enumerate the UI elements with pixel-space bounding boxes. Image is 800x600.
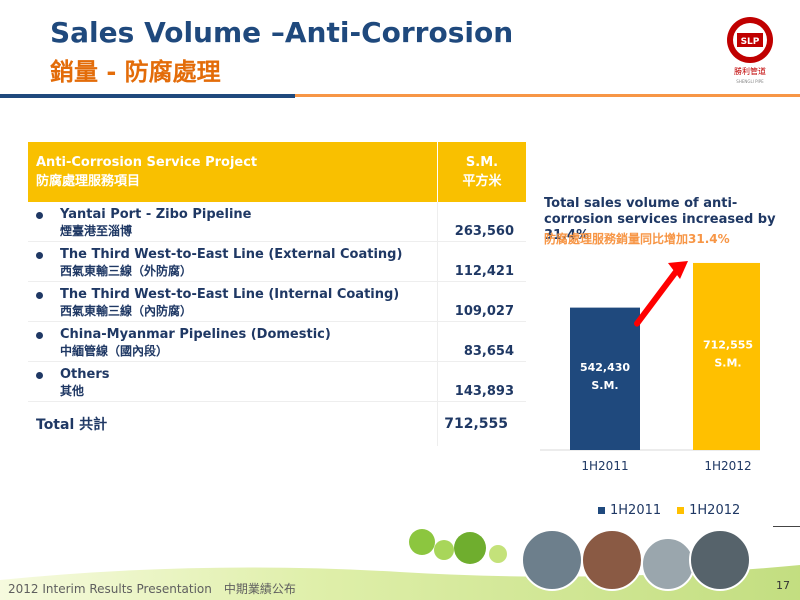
- project-value: 83,654: [437, 321, 526, 362]
- project-name-en: The Third West-to-East Line (Internal Co…: [60, 287, 400, 302]
- legend-item: 1H2011: [598, 503, 661, 518]
- project-name-zh: 中緬管線（國內段）: [60, 344, 169, 358]
- decorative-line: [773, 526, 800, 527]
- project-value: 143,893: [437, 361, 526, 402]
- header-project-en: Anti-Corrosion Service Project: [36, 155, 258, 170]
- sales-table: Anti-Corrosion Service Project 防腐處理服務項目 …: [28, 142, 526, 446]
- project-cell: The Third West-to-East Line (External Co…: [28, 241, 438, 282]
- x-tick-label: 1H2011: [581, 459, 628, 473]
- logo-caption: 勝利管道: [734, 66, 766, 76]
- table-row: Yantai Port - Zibo Pipeline 煙臺港至淄博 263,5…: [28, 202, 526, 242]
- project-name-zh: 西氣東輸三線（內防腐）: [60, 304, 193, 318]
- chart-legend: 1H2011 1H2012: [598, 503, 740, 518]
- legend-swatch: [598, 507, 605, 514]
- project-value: 263,560: [437, 202, 526, 242]
- project-name-zh: 煙臺港至淄博: [60, 224, 133, 238]
- project-name-en: Yantai Port - Zibo Pipeline: [60, 207, 252, 222]
- bar-data-label: S.M.: [714, 356, 741, 369]
- slide-title-zh: 銷量 - 防腐處理: [50, 58, 221, 86]
- chart-title-en: Total sales volume of anti-corrosion ser…: [544, 196, 776, 243]
- project-name-zh: 西氣東輸三線（外防腐）: [60, 264, 193, 278]
- table-row: The Third West-to-East Line (Internal Co…: [28, 281, 526, 322]
- bullet-icon: [36, 252, 43, 259]
- chart-title-zh: 防腐處理服務銷量同比增加31.4%: [544, 232, 730, 246]
- table-header: Anti-Corrosion Service Project 防腐處理服務項目 …: [28, 142, 526, 202]
- header-project: Anti-Corrosion Service Project 防腐處理服務項目: [28, 142, 438, 202]
- legend-swatch: [677, 507, 685, 514]
- header-unit-zh: 平方米: [462, 174, 502, 189]
- total-label: Total 共計: [28, 401, 438, 446]
- project-cell: Yantai Port - Zibo Pipeline 煙臺港至淄博: [28, 202, 438, 242]
- bullet-icon: [36, 332, 43, 339]
- header-project-zh: 防腐處理服務項目: [36, 174, 141, 189]
- project-name-zh: 其他: [60, 384, 85, 398]
- project-value: 112,421: [437, 241, 526, 282]
- logo-caption-en: SHENGLI PIPE: [736, 79, 764, 84]
- header-unit: S.M. 平方米: [437, 142, 526, 202]
- header-unit-en: S.M.: [465, 155, 499, 170]
- x-tick-label: 1H2012: [704, 459, 751, 473]
- bar-data-label: 542,430: [580, 361, 630, 374]
- header-rule-blue: [0, 94, 295, 98]
- project-cell: The Third West-to-East Line (Internal Co…: [28, 281, 438, 322]
- project-cell: Others 其他: [28, 361, 438, 402]
- bar-1H2012: [693, 262, 760, 450]
- page-number: 17: [776, 579, 790, 592]
- footer-text: 2012 Interim Results Presentation 中期業績公布: [8, 582, 296, 596]
- header-rule-orange: [295, 94, 800, 97]
- logo-text: SLP: [741, 37, 760, 47]
- table-row: The Third West-to-East Line (External Co…: [28, 241, 526, 282]
- project-name-en: The Third West-to-East Line (External Co…: [60, 247, 403, 262]
- slide-title-en: Sales Volume –Anti-Corrosion: [50, 16, 514, 49]
- company-logo: SLP 勝利管道 SHENGLI PIPE: [727, 17, 773, 84]
- footer-decoration: [0, 529, 800, 600]
- bullet-icon: [36, 372, 43, 379]
- project-name-en: China-Myanmar Pipelines (Domestic): [60, 327, 331, 342]
- bullet-icon: [36, 212, 43, 219]
- bullet-icon: [36, 292, 43, 299]
- total-row: Total 共計 712,555: [28, 401, 526, 446]
- legend-item: 1H2012: [677, 503, 740, 518]
- legend-label: 1H2011: [610, 503, 662, 518]
- project-name-en: Others: [60, 367, 110, 382]
- table-row: China-Myanmar Pipelines (Domestic) 中緬管線（…: [28, 321, 526, 362]
- bar-data-label: 712,555: [703, 338, 753, 351]
- total-value: 712,555: [444, 416, 508, 432]
- bar-data-label: S.M.: [591, 379, 618, 392]
- sales-bar-chart: 542,430 S.M. 1H2011 712,555 S.M. 1H2012: [540, 260, 760, 473]
- legend-label: 1H2012: [689, 503, 741, 518]
- project-cell: China-Myanmar Pipelines (Domestic) 中緬管線（…: [28, 321, 438, 362]
- table-row: Others 其他 143,893: [28, 361, 526, 402]
- growth-arrow-head: [668, 260, 688, 279]
- project-value: 109,027: [437, 281, 526, 322]
- bar-1H2011: [570, 307, 640, 450]
- growth-arrow-shaft: [634, 265, 681, 327]
